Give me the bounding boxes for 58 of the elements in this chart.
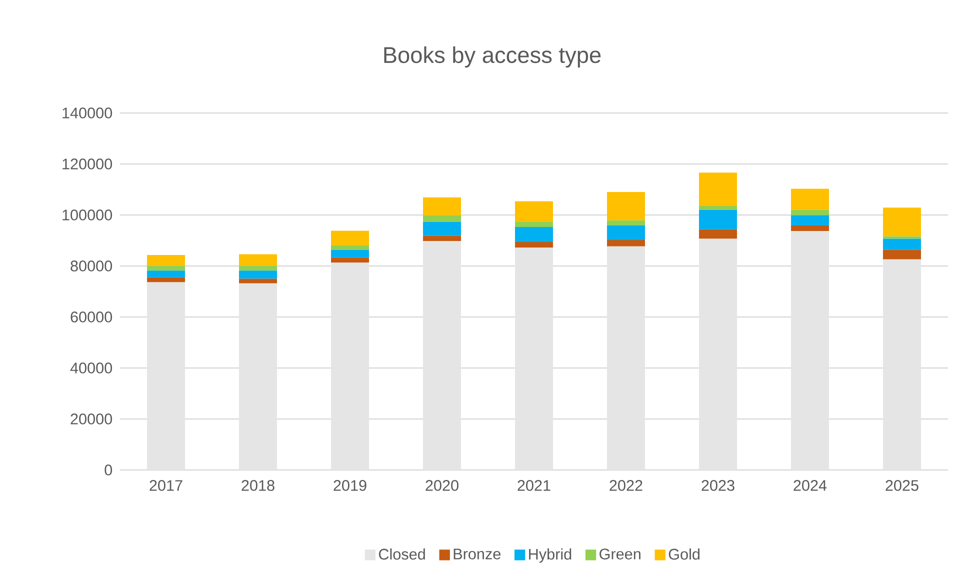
bar (790, 210, 829, 216)
legend-label: Bronze (454, 548, 500, 560)
legend-label: Green (600, 548, 640, 560)
bar (514, 222, 553, 227)
bar (698, 210, 737, 230)
x-tick-label: 2020 (426, 480, 458, 491)
bar (239, 270, 278, 279)
bar (423, 236, 461, 241)
x-tick-label: 2021 (518, 480, 550, 491)
bar (514, 226, 553, 242)
bar (882, 250, 921, 260)
bar (147, 277, 186, 282)
bar (698, 206, 737, 210)
y-tick-label: 80000 (70, 260, 112, 272)
bar (882, 238, 921, 250)
bar (423, 222, 461, 236)
y-tick-label: 20000 (70, 414, 112, 424)
bar (606, 225, 645, 240)
bar (698, 229, 737, 239)
bar (423, 197, 461, 216)
legend-label: Hybrid (529, 548, 572, 563)
bar (514, 242, 553, 248)
bar (698, 172, 737, 206)
chart-title: Books by access type (384, 46, 601, 68)
legend-label: Gold (668, 548, 700, 560)
x-tick-label: 2019 (334, 480, 366, 491)
bar (790, 188, 829, 210)
bar (790, 225, 829, 232)
y-tick-label: 120000 (62, 158, 112, 170)
bar (606, 240, 645, 246)
y-tick-label: 140000 (62, 108, 112, 118)
bar (331, 245, 369, 250)
bar (147, 270, 186, 278)
bar (239, 266, 278, 271)
y-tick-label: 40000 (70, 362, 112, 374)
bar (331, 250, 369, 258)
bar (606, 220, 645, 226)
x-tick-label: 2017 (150, 480, 182, 491)
bar (239, 278, 278, 284)
x-tick-label: 2024 (794, 480, 827, 491)
y-tick-label: 100000 (62, 210, 112, 220)
legend-label: Closed (378, 548, 425, 560)
y-tick-label: 0 (104, 464, 112, 476)
y-tick-label: 60000 (70, 312, 112, 322)
x-tick-label: 2022 (610, 480, 642, 491)
bar (514, 201, 553, 222)
bar (147, 266, 186, 271)
x-tick-label: 2023 (702, 480, 734, 491)
bar (147, 255, 186, 266)
bar (239, 254, 278, 266)
bar (606, 192, 645, 220)
bar (331, 230, 369, 246)
bar (882, 208, 921, 236)
bar (331, 258, 369, 263)
bar (423, 215, 461, 222)
x-tick-label: 2025 (886, 480, 918, 491)
bar (790, 215, 829, 226)
x-tick-label: 2018 (242, 480, 274, 491)
